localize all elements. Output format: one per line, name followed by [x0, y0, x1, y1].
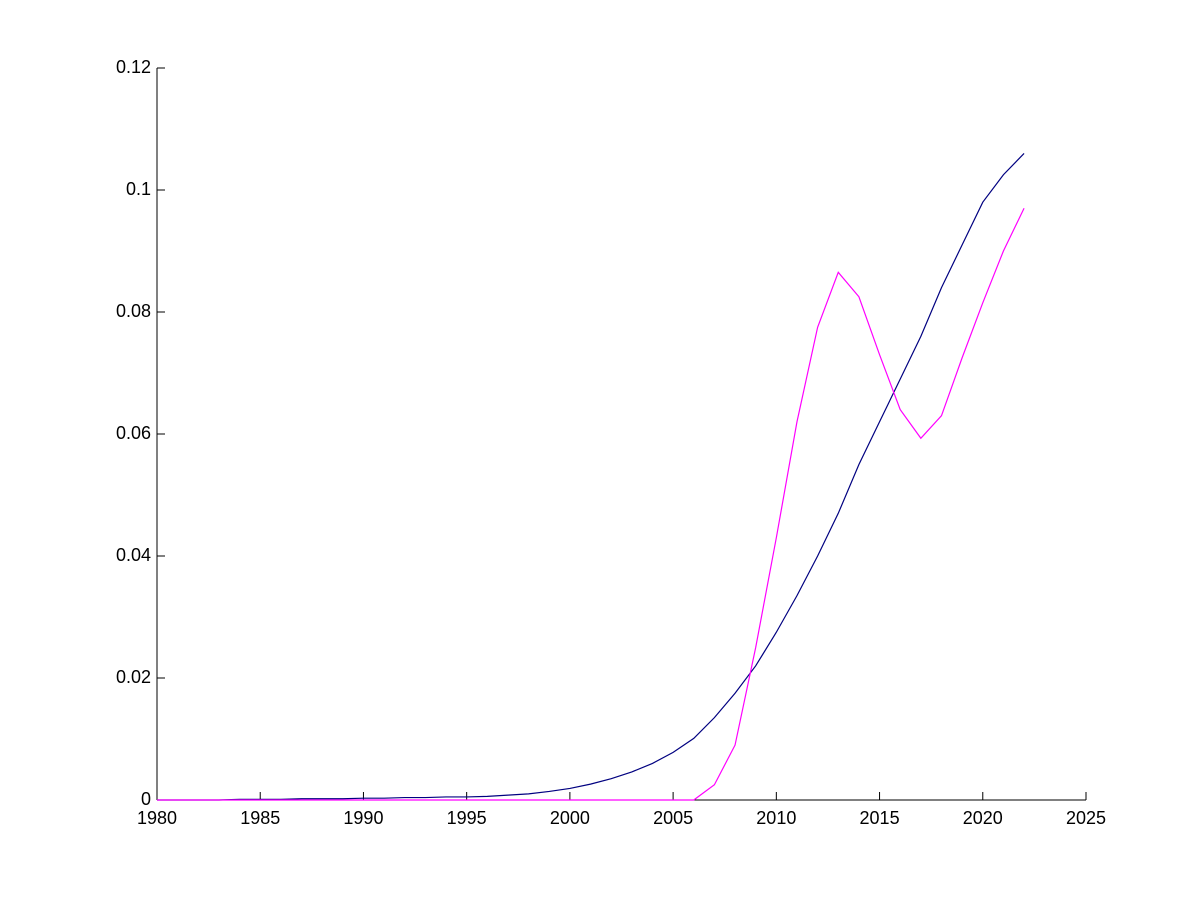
x-tick-label: 2020 [963, 808, 1003, 828]
x-tick-label: 1985 [240, 808, 280, 828]
y-tick-label: 0.02 [116, 667, 151, 687]
x-tick-label: 1980 [137, 808, 177, 828]
x-tick-label: 2015 [860, 808, 900, 828]
line [157, 152, 1025, 801]
y-tick-label: 0.1 [126, 179, 151, 199]
x-tick-label: 2010 [756, 808, 796, 828]
x-tick-label: 2025 [1066, 808, 1106, 828]
y-tick-label: 0.06 [116, 423, 151, 443]
x-tick-label: 2005 [653, 808, 693, 828]
y-tick-label: 0.08 [116, 301, 151, 321]
x-tick-label: 1990 [343, 808, 383, 828]
y-tick-label: 0 [141, 789, 151, 809]
line [157, 208, 1025, 801]
y-tick-label: 0.04 [116, 545, 151, 565]
x-tick-label: 2000 [550, 808, 590, 828]
x-tick-label: 1995 [447, 808, 487, 828]
y-tick-label: 0.12 [116, 57, 151, 77]
